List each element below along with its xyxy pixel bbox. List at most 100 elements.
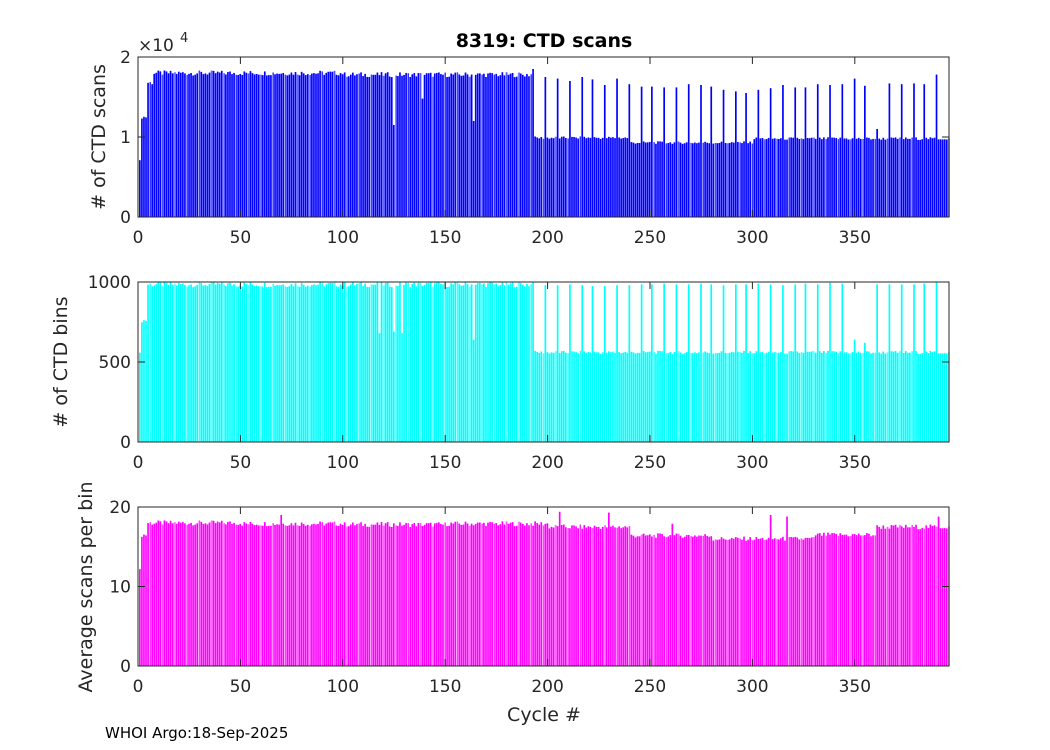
bar-cycle-305: [761, 537, 764, 666]
bar-cycle-296: [743, 350, 745, 442]
bar-cycle-118: [378, 524, 381, 666]
bar-cycle-7: [151, 524, 153, 666]
bar-cycle-361: [876, 129, 878, 217]
bar-cycle-349: [851, 351, 854, 442]
bar-cycle-103: [347, 76, 350, 218]
bar-cycle-184: [513, 526, 516, 666]
bar-cycle-229: [605, 352, 608, 442]
bar-cycle-125: [392, 125, 395, 217]
bar-cycle-95: [331, 283, 334, 442]
bar-cycle-314: [780, 351, 782, 442]
bar-cycle-349: [851, 138, 854, 217]
bar-cycle-247: [642, 533, 645, 666]
bar-cycle-88: [317, 73, 319, 217]
bar-cycle-116: [374, 284, 377, 442]
bar-cycle-7: [151, 84, 153, 217]
bar-cycle-199: [544, 77, 547, 217]
bar-cycle-2: [141, 118, 143, 217]
bar-cycle-307: [765, 539, 768, 666]
bar-cycle-218: [583, 525, 586, 666]
bar-gap: [935, 507, 937, 666]
bar-cycle-142: [427, 282, 430, 442]
x-tick-label: 200: [531, 453, 563, 473]
bar-cycle-137: [417, 282, 420, 442]
bar-cycle-200: [546, 523, 549, 666]
bar-gap: [714, 57, 716, 217]
bar-gap: [247, 57, 249, 217]
bars-ctd-scans: [139, 57, 950, 218]
bar-cycle-181: [507, 74, 510, 218]
bar-cycle-230: [608, 512, 610, 666]
y-tick-label: 0: [120, 657, 131, 677]
bars-ctd-bins: [139, 281, 950, 442]
bar-cycle-374: [902, 353, 905, 442]
bar-cycle-313: [777, 352, 780, 442]
bar-cycle-77: [294, 522, 297, 666]
bar-cycle-289: [728, 352, 731, 442]
bar-cycle-95: [331, 522, 334, 666]
bar-cycle-37: [212, 520, 215, 666]
bar-cycle-153: [450, 522, 452, 666]
bar-cycle-364: [882, 137, 885, 217]
bar-cycle-277: [704, 141, 706, 217]
bar-cycle-83: [306, 74, 309, 218]
bar-cycle-1: [139, 160, 141, 217]
x-tick-label: 50: [230, 453, 252, 473]
bar-cycle-4: [145, 117, 147, 217]
bar-cycle-206: [558, 511, 561, 666]
bar-cycle-384: [923, 283, 926, 442]
bar-cycle-325: [802, 539, 805, 666]
bar-cycle-29: [196, 73, 199, 218]
bar-cycle-136: [415, 286, 418, 442]
bar-cycle-248: [644, 535, 647, 666]
bar-cycle-269: [687, 284, 690, 442]
bar-cycle-32: [202, 523, 205, 666]
bar-cycle-80: [300, 522, 303, 666]
bar-cycle-236: [620, 353, 622, 442]
bar-cycle-291: [732, 352, 735, 442]
bar-cycle-200: [546, 352, 549, 442]
bar-cycle-171: [487, 283, 489, 442]
bar-cycle-241: [630, 142, 633, 217]
bar-cycle-263: [675, 533, 678, 666]
bar-cycle-266: [681, 143, 684, 217]
bar-cycle-387: [929, 524, 932, 666]
bar-cycle-212: [571, 351, 573, 442]
bar-gap: [726, 282, 728, 442]
bar-cycle-26: [190, 284, 192, 442]
bar-cycle-176: [497, 76, 500, 217]
bar-cycle-182: [509, 283, 512, 442]
bar-gap: [247, 507, 249, 666]
bar-cycle-209: [565, 138, 567, 217]
bar-cycle-193: [532, 282, 534, 442]
bar-gap: [235, 282, 237, 442]
bar-cycle-332: [816, 84, 819, 217]
bar-cycle-136: [415, 76, 418, 218]
bar-cycle-240: [628, 84, 631, 217]
bar-cycle-116: [374, 524, 377, 666]
bar-cycle-103: [347, 286, 350, 442]
bar-cycle-82: [304, 286, 307, 442]
bar-cycle-50: [239, 523, 242, 666]
bar-cycle-148: [440, 283, 442, 442]
bar-gap: [444, 57, 446, 217]
bar-cycle-323: [798, 352, 801, 442]
bar-cycle-235: [618, 526, 620, 666]
bar-cycle-195: [536, 137, 539, 217]
bar-cycle-274: [698, 142, 700, 217]
bar-cycle-183: [511, 282, 514, 442]
bar-cycle-373: [900, 526, 903, 666]
bar-cycle-10: [157, 70, 160, 218]
bar-cycle-199: [544, 523, 547, 666]
bar-gap: [726, 57, 728, 217]
bar-cycle-345: [843, 138, 846, 217]
bar-cycle-153: [450, 73, 452, 217]
bar-cycle-326: [804, 87, 807, 218]
y-tick-label: 10: [109, 578, 131, 598]
bar-cycle-382: [919, 529, 921, 666]
bar-cycle-63: [266, 75, 268, 217]
bar-cycle-201: [548, 528, 551, 666]
bar-cycle-47: [233, 522, 235, 666]
bar-cycle-51: [241, 525, 244, 666]
